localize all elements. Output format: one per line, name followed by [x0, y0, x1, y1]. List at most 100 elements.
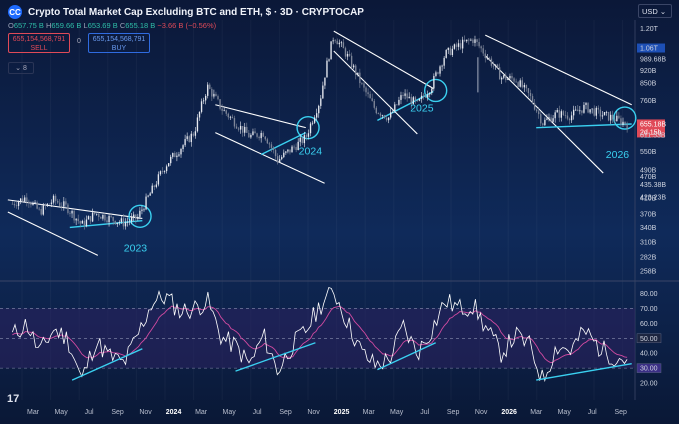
candle-body — [332, 40, 334, 42]
candle-body — [209, 84, 211, 89]
candle-body — [424, 96, 427, 98]
wedge-lower-2026 — [484, 55, 604, 174]
pattern-label-2023: 2023 — [124, 242, 148, 254]
candle-body — [344, 48, 347, 57]
time-axis[interactable]: Mar May Jul Sep Nov 2024 Mar May Jul Sep Nov 2025 Ma… — [27, 409, 627, 416]
currency-dropdown[interactable]: USD ⌄ — [638, 4, 672, 18]
candle-body — [122, 218, 125, 227]
candle-body — [22, 198, 24, 202]
candle-body — [260, 133, 262, 139]
candle-body — [529, 93, 532, 97]
candle-body — [145, 196, 147, 210]
candle-body — [326, 60, 328, 78]
candle-body — [387, 117, 390, 121]
candle-body — [110, 215, 112, 217]
time-axis-label: Nov — [307, 409, 320, 416]
candle-body — [369, 94, 371, 99]
candle-body — [204, 95, 207, 101]
indicator-toggle-button[interactable]: ⌄ 8 — [8, 62, 34, 74]
sell-button[interactable]: 655,154,568,791 SELL — [8, 33, 70, 53]
candle-body — [572, 109, 575, 116]
candle-body — [161, 171, 164, 173]
candle-body — [566, 115, 569, 119]
candle-body — [264, 136, 266, 140]
candle-body — [383, 115, 386, 119]
buy-button[interactable]: 655,154,568,791 BUY — [88, 33, 150, 53]
candle-body — [120, 218, 123, 223]
rsi-axis-label: 20.00 — [640, 381, 658, 388]
candle-body — [346, 53, 349, 57]
candle-body — [461, 39, 464, 49]
candle-body — [112, 216, 114, 221]
time-axis-label: Sep — [111, 409, 124, 416]
candle-body — [616, 115, 618, 122]
candle-body — [188, 136, 190, 143]
candle-body — [217, 96, 219, 100]
candle-body — [402, 95, 404, 96]
countdown-label: 2d 15h — [640, 129, 662, 136]
candle-body — [562, 111, 565, 115]
candle-body — [87, 216, 90, 220]
candle-body — [498, 67, 501, 80]
chart-title[interactable]: Crypto Total Market Cap Excluding BTC an… — [28, 6, 364, 18]
candle-body — [291, 146, 293, 153]
candle-body — [305, 135, 308, 137]
candle-body — [336, 40, 338, 45]
candle-body — [165, 166, 168, 172]
candle-body — [11, 203, 14, 205]
candle-body — [237, 128, 240, 130]
candle-body — [464, 39, 466, 42]
price-axis-label: 410B — [640, 195, 657, 202]
candle-body — [163, 171, 166, 172]
candle-body — [492, 65, 495, 67]
candle-body — [595, 107, 597, 116]
candle-body — [15, 205, 18, 207]
rsi-ma-line — [12, 305, 628, 364]
candle-body — [289, 149, 291, 153]
time-axis-label: 2025 — [334, 409, 350, 416]
candle-body — [589, 109, 591, 113]
candle-body — [223, 110, 225, 112]
candle-body — [89, 216, 92, 222]
candle-body — [100, 217, 102, 219]
rsi-axis[interactable]: 80.00 70.00 60.00 50.00 40.00 30.00 20.00 — [636, 291, 662, 388]
candle-body — [371, 98, 373, 102]
candle-body — [316, 113, 318, 118]
candle-body — [75, 218, 77, 221]
ohlc-low-value: 653.69 B — [87, 21, 118, 30]
candle-body — [52, 195, 55, 203]
candle-body — [459, 43, 462, 49]
breakout-circle-2 — [296, 115, 320, 140]
rsi-divergence-2023 — [71, 348, 143, 381]
candle-body — [322, 85, 324, 99]
ohlc-close-value: 655.18 B — [125, 21, 156, 30]
candle-body — [550, 117, 552, 122]
candle-body — [307, 133, 310, 137]
candle-body — [272, 147, 275, 150]
price-axis-label: 490B — [640, 167, 657, 174]
price-axis-label: 850B — [640, 80, 657, 87]
rsi-axis-label: 40.00 — [640, 351, 658, 358]
candle-body — [620, 118, 622, 125]
candle-body — [381, 115, 384, 117]
time-axis-label: Jul — [253, 409, 262, 416]
support-2024 — [260, 132, 307, 156]
candle-body — [252, 131, 254, 135]
candle-body — [77, 218, 79, 222]
candle-body — [141, 209, 143, 211]
candle-body — [439, 66, 441, 74]
candle-body — [309, 123, 312, 134]
candle-body — [287, 149, 289, 152]
breakout-circle-1 — [128, 204, 152, 228]
candle-body — [503, 75, 505, 78]
price-axis-label: 760B — [640, 98, 657, 105]
price-axis-label: 282B — [640, 254, 657, 261]
candle-body — [490, 58, 493, 66]
time-axis-label: Sep — [279, 409, 292, 416]
ohlc-low-label: L — [83, 21, 88, 30]
ohlc-high-value: 659.66 B — [51, 21, 82, 30]
candle-body — [147, 195, 149, 197]
candle-body — [318, 105, 320, 114]
time-axis-label: Sep — [614, 409, 627, 416]
